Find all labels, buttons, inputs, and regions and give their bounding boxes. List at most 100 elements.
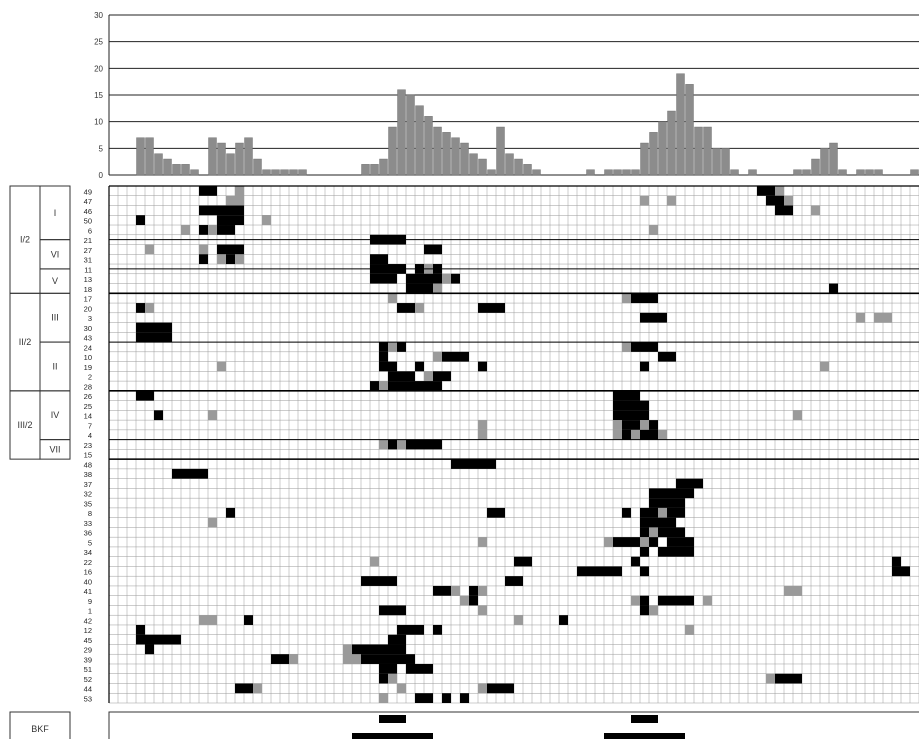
matrix-cell-black (361, 576, 397, 586)
matrix-cell-black (478, 303, 505, 313)
matrix-cell-black (406, 663, 433, 674)
matrix-cell-gray (478, 585, 487, 596)
matrix-cell-gray (631, 595, 640, 606)
matrix-cell-gray (199, 615, 217, 625)
matrix-cell-black (892, 566, 910, 577)
hist-ytick-label: 10 (94, 118, 103, 127)
row-label: 35 (84, 499, 92, 508)
matrix-cell-black (271, 654, 289, 664)
matrix-cell-black (379, 361, 397, 372)
matrix-cell-black (649, 488, 694, 499)
hist-bar (694, 126, 703, 176)
bkf-label: BKF (31, 724, 49, 734)
matrix-cell-gray (208, 410, 217, 421)
matrix-cell-gray (388, 293, 397, 304)
matrix-cell-black (370, 381, 379, 391)
hist-bar (820, 148, 829, 176)
hist-bar (586, 169, 595, 176)
matrix-grid (108, 185, 919, 704)
matrix-cell-gray (235, 254, 244, 265)
matrix-cell-black (415, 361, 424, 372)
row-label: 39 (84, 655, 92, 664)
hist-bar (667, 110, 676, 176)
bkf-bar (379, 715, 406, 723)
hist-bar (442, 132, 451, 176)
matrix-cell-black (649, 498, 685, 508)
matrix-cell-gray (199, 244, 208, 255)
row-label: 28 (84, 382, 92, 391)
matrix-cell-gray (658, 507, 667, 518)
hist-bar (514, 158, 523, 176)
row-label: 8 (88, 509, 92, 518)
matrix-cell-gray (379, 439, 388, 450)
matrix-cell-gray (424, 371, 433, 382)
hist-bar (721, 148, 730, 176)
row-label: 42 (84, 616, 92, 625)
hist-bar (379, 158, 388, 176)
matrix-cell-black (613, 400, 649, 411)
hist-bar (703, 126, 712, 176)
matrix-cell-black (469, 585, 478, 596)
matrix-cell-black (622, 429, 631, 440)
matrix-cell-black (172, 468, 208, 479)
hist-bar (478, 158, 487, 176)
hist-bar (505, 153, 514, 176)
hist-bar (388, 126, 397, 176)
matrix-cell-black (622, 507, 631, 518)
matrix-cell-black (487, 683, 514, 694)
hist-bar (271, 169, 280, 176)
matrix-cell-gray (649, 527, 658, 538)
subgroup-label: V (52, 276, 58, 286)
hist-bar (748, 169, 757, 176)
hist-ytick-label: 20 (94, 64, 103, 73)
row-label: 34 (84, 548, 92, 557)
row-label: 53 (84, 695, 92, 704)
matrix-cell-black (370, 273, 397, 284)
matrix-cell-gray (874, 312, 892, 323)
row-label: 32 (84, 490, 92, 499)
matrix-cell-black (442, 693, 451, 703)
row-label: 33 (84, 519, 92, 528)
hist-ytick-label: 30 (94, 11, 103, 20)
matrix-cell-black (388, 371, 415, 382)
matrix-cell-black (136, 322, 172, 333)
hist-bar (829, 142, 838, 176)
matrix-cell-gray (613, 420, 622, 430)
matrix-cell-black (658, 527, 685, 538)
matrix-cell-black (379, 342, 388, 352)
hist-bar (451, 137, 460, 176)
subgroup-label: VII (49, 444, 60, 454)
hist-bar (181, 164, 190, 176)
row-label: 7 (88, 421, 92, 430)
matrix-cell-black (640, 595, 649, 606)
bkf-bar (631, 715, 658, 723)
hist-bar (433, 126, 442, 176)
matrix-cell-black (217, 215, 244, 226)
row-label: 30 (84, 324, 92, 333)
matrix-cell-black (199, 186, 217, 196)
matrix-cell-black (631, 293, 658, 304)
bkf-panel: BKF (9, 711, 919, 742)
matrix-cell-black (379, 663, 397, 674)
matrix-cell-black (505, 576, 523, 586)
matrix-cell-gray (622, 342, 631, 352)
matrix-cell-gray (649, 605, 658, 616)
hist-bar (712, 148, 721, 176)
hist-bar (361, 164, 370, 176)
row-label: 47 (84, 197, 92, 206)
row-label: 4 (88, 431, 92, 440)
matrix-cell-gray (451, 585, 460, 596)
row-label: 40 (84, 577, 92, 586)
row-label: 16 (84, 568, 92, 577)
hist-bar (649, 132, 658, 176)
matrix-cell-gray (856, 312, 865, 323)
row-label: 41 (84, 587, 92, 596)
matrix-cell-black (775, 673, 802, 684)
matrix-cell-gray (433, 283, 442, 294)
matrix-cell-black (631, 556, 640, 567)
matrix-cell-gray (253, 683, 262, 694)
row-label: 38 (84, 470, 92, 479)
hist-bar (298, 169, 307, 176)
subgroup-label: I (54, 208, 57, 218)
